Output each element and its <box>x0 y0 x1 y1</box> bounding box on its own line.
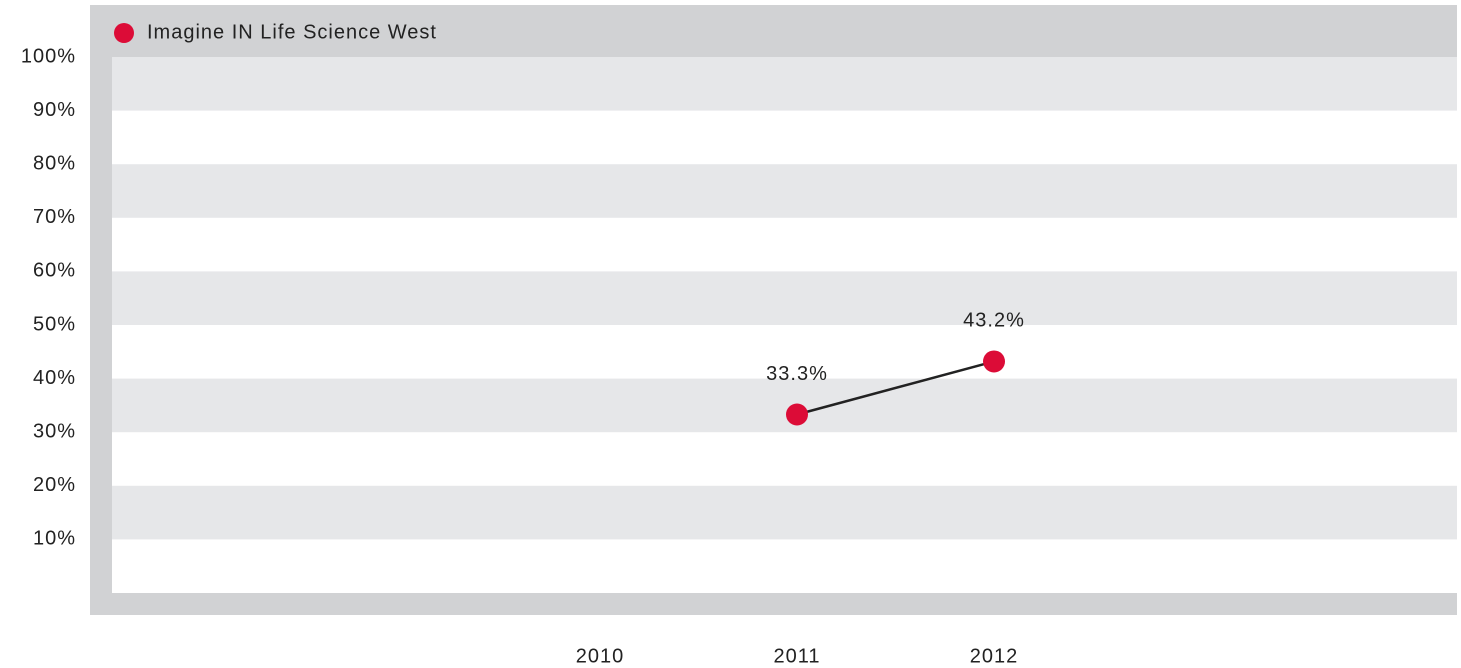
grid-band <box>112 271 1457 325</box>
y-tick-label: 50% <box>33 313 76 335</box>
x-tick-label: 2010 <box>576 645 625 667</box>
y-tick-label: 100% <box>21 45 76 67</box>
grid-band <box>112 164 1457 218</box>
y-tick-label: 90% <box>33 99 76 121</box>
y-tick-label: 70% <box>33 206 76 228</box>
y-tick-label: 60% <box>33 260 76 282</box>
data-point <box>983 350 1005 373</box>
x-tick-label: 2012 <box>970 645 1019 667</box>
legend-label: Imagine IN Life Science West <box>147 21 437 43</box>
x-tick-label: 2011 <box>773 645 820 667</box>
y-tick-label: 40% <box>33 367 76 389</box>
data-label: 43.2% <box>963 310 1025 332</box>
series-line <box>796 360 995 416</box>
data-label: 33.3% <box>766 363 828 385</box>
y-tick-label: 30% <box>33 420 76 442</box>
grid-band <box>112 378 1457 433</box>
legend-marker <box>114 23 134 43</box>
y-tick-label: 20% <box>33 474 76 496</box>
y-tick-label: 10% <box>33 528 76 550</box>
grid-band <box>112 485 1457 540</box>
y-tick-label: 80% <box>33 152 76 174</box>
grid-band <box>112 57 1457 111</box>
data-point <box>786 403 808 426</box>
